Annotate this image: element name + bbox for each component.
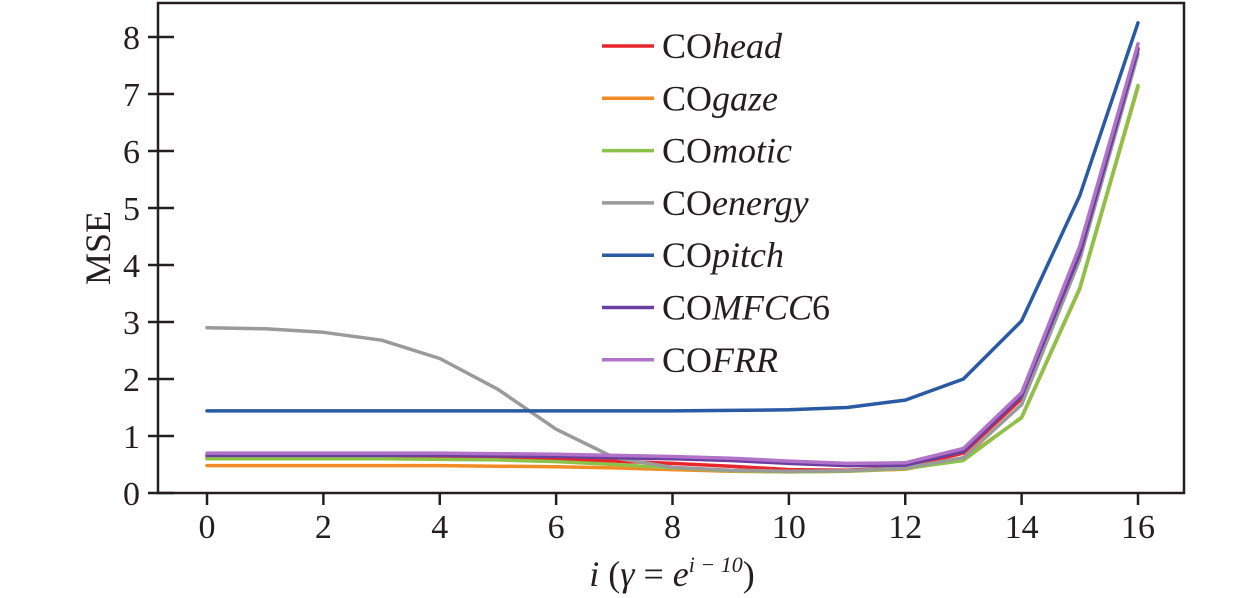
x-axis-label: i (γ = ei − 10)	[589, 552, 754, 594]
y-tick-label: 2	[123, 362, 140, 399]
series-line-pitch	[205, 21, 1140, 413]
x-axis-label-exponent: i − 10	[689, 552, 743, 577]
legend-item-motic: COmotic	[602, 131, 792, 171]
x-tick-label: 2	[315, 509, 332, 546]
series-line-frr	[205, 42, 1140, 466]
y-axis-label: MSE	[78, 211, 118, 285]
legend: COhead COgaze COmotic COenergy COpitch COMFCC…	[602, 26, 830, 380]
y-tick-label: 6	[123, 134, 140, 171]
x-tick-label: 8	[664, 509, 681, 546]
legend-label: COmotic	[662, 131, 792, 171]
y-tick-label: 1	[123, 419, 140, 456]
legend-item-gaze: COgaze	[602, 78, 778, 118]
legend-item-frr: COFRR	[602, 340, 778, 380]
x-tick-label: 16	[1121, 509, 1155, 546]
y-tick-label: 7	[123, 77, 140, 114]
legend-item-mfcc: COMFCC6	[602, 288, 830, 328]
legend-label: COenergy	[662, 183, 809, 223]
legend-item-energy: COenergy	[602, 183, 809, 223]
x-tick-label: 14	[1005, 509, 1039, 546]
x-tick-label: 10	[772, 509, 806, 546]
series-line-mfcc	[205, 47, 1140, 468]
x-tick-label: 12	[888, 509, 922, 546]
x-axis-label-var: i	[589, 554, 599, 594]
legend-label: COMFCC6	[662, 288, 830, 328]
x-tick-label: 6	[548, 509, 565, 546]
series-line-energy	[205, 52, 1140, 474]
legend-item-pitch: COpitch	[602, 235, 784, 275]
legend-label: COpitch	[662, 235, 784, 275]
x-axis-label-open: (	[608, 554, 620, 594]
x-axis-label-close: )	[743, 554, 755, 594]
y-tick-label: 4	[123, 248, 140, 285]
legend-item-head: COhead	[602, 26, 783, 66]
x-axis-label-base: e	[673, 554, 689, 594]
x-tick-label: 4	[431, 509, 448, 546]
x-axis-label-eq: =	[643, 554, 663, 594]
y-tick-label: 3	[123, 305, 140, 342]
series-layer	[205, 21, 1140, 474]
legend-label: COhead	[662, 26, 783, 66]
legend-label: COFRR	[662, 340, 778, 380]
y-tick-label: 5	[123, 191, 140, 228]
x-tick-label: 0	[199, 509, 216, 546]
legend-label: COgaze	[662, 78, 778, 118]
plot-frame	[156, 1, 1186, 495]
y-tick-label: 0	[123, 476, 140, 513]
x-axis-label-gamma: γ	[620, 554, 635, 594]
y-tick-label: 8	[123, 20, 140, 57]
